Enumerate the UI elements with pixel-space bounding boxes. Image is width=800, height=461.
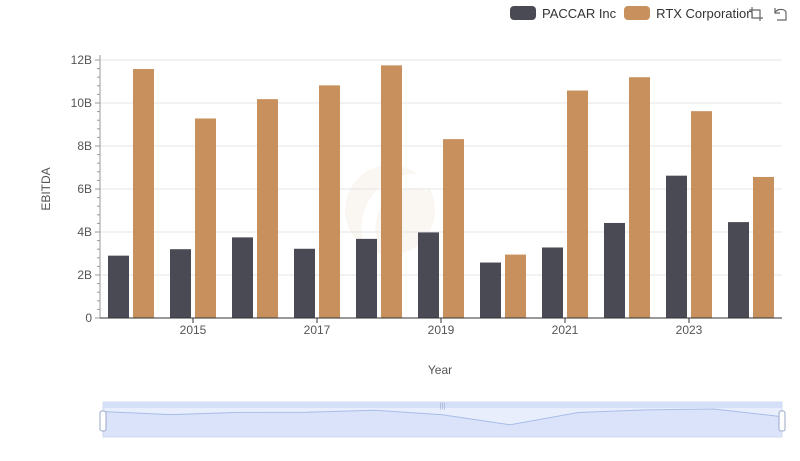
zoom-preview-area — [103, 409, 782, 437]
bar-rtx-2020[interactable] — [505, 254, 526, 318]
x-tick-label: 2021 — [552, 323, 579, 337]
legend-item-paccar[interactable]: PACCAR Inc — [510, 6, 616, 21]
legend-item-rtx[interactable]: RTX Corporation — [624, 6, 753, 21]
bar-rtx-2017[interactable] — [319, 85, 340, 319]
legend-swatch-paccar — [510, 6, 536, 20]
y-tick-label: 4B — [77, 225, 92, 239]
zoom-preview-line — [102, 408, 783, 426]
y-tick-label: 10B — [71, 96, 92, 110]
bar-rtx-2015[interactable] — [195, 118, 216, 318]
x-tick-label: 2019 — [428, 323, 455, 337]
bar-paccar-2022[interactable] — [604, 222, 625, 318]
bar-paccar-2014[interactable] — [108, 255, 129, 318]
y-tick-label: 2B — [77, 268, 92, 282]
bar-paccar-2015[interactable] — [170, 249, 191, 318]
bar-paccar-2021[interactable] — [542, 247, 563, 318]
bar-rtx-2021[interactable] — [567, 90, 588, 318]
restore-icon[interactable] — [772, 6, 788, 22]
bar-rtx-2014[interactable] — [133, 69, 154, 318]
y-tick-label: 0 — [85, 311, 92, 325]
legend-swatch-rtx — [624, 6, 651, 20]
x-axis-label: Year — [428, 363, 452, 377]
bar-paccar-2017[interactable] — [294, 248, 315, 318]
legend-label-paccar: PACCAR Inc — [542, 5, 617, 21]
zoom-top-bar[interactable] — [103, 402, 782, 408]
data-zoom-slider[interactable]: ||| — [99, 401, 786, 438]
x-tick-label: 2023 — [676, 323, 703, 337]
legend: PACCAR Inc RTX Corporation — [510, 4, 753, 22]
bar-paccar-2019[interactable] — [418, 232, 439, 318]
bar-rtx-2016[interactable] — [257, 99, 278, 318]
zoom-grip-icon[interactable]: ||| — [440, 403, 446, 410]
zoom-handle-left[interactable] — [99, 410, 107, 432]
bar-rtx-2022[interactable] — [629, 77, 650, 318]
x-tick-label: 2017 — [304, 323, 331, 337]
bar-rtx-2018[interactable] — [381, 65, 402, 318]
y-tick-label: 6B — [77, 182, 92, 196]
bar-paccar-2020[interactable] — [480, 262, 501, 318]
y-tick-label: 12B — [71, 53, 92, 67]
y-axis-label: EBITDA — [39, 167, 53, 210]
bar-rtx-2024[interactable] — [753, 176, 774, 318]
legend-label-rtx: RTX Corporation — [656, 5, 754, 21]
bar-rtx-2019[interactable] — [443, 139, 464, 318]
bar-paccar-2024[interactable] — [728, 222, 749, 318]
bar-paccar-2016[interactable] — [232, 237, 253, 318]
zoom-handle-right[interactable] — [778, 410, 786, 432]
y-tick-label: 8B — [77, 139, 92, 153]
bar-paccar-2023[interactable] — [666, 175, 687, 318]
zoom-icon[interactable] — [748, 6, 764, 22]
bar-rtx-2023[interactable] — [691, 111, 712, 318]
bar-paccar-2018[interactable] — [356, 238, 377, 318]
x-tick-label: 2015 — [180, 323, 207, 337]
